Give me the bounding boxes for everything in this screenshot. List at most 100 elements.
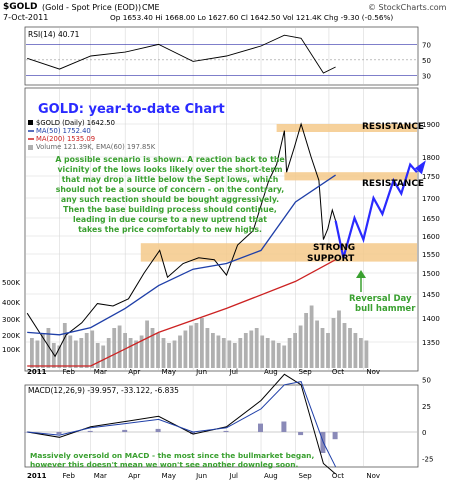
macd-tick-label: 0 <box>422 429 426 437</box>
macd-annotation-line: however this doesn't mean we won't see a… <box>30 460 298 469</box>
volume-bar <box>211 333 215 368</box>
month-label: Aug <box>264 368 278 376</box>
volume-bar <box>183 330 188 368</box>
chart-name: (Gold - Spot Price (EOD)) <box>42 3 142 12</box>
volume-bar <box>145 320 149 368</box>
month-label: Oct <box>332 368 344 376</box>
volume-bar <box>359 338 363 368</box>
price-tick-label: 1350 <box>422 339 440 347</box>
volume-tick-label: 300K <box>2 316 20 324</box>
volume-bar <box>150 328 155 368</box>
price-tick-label: 1700 <box>422 195 440 203</box>
chart-title: GOLD: year-to-date Chart <box>38 102 225 117</box>
ma50-line <box>27 174 336 336</box>
price-series <box>26 122 426 367</box>
volume-bar <box>342 323 347 368</box>
macd-histogram-bar <box>332 432 338 440</box>
volume-bar <box>41 333 45 368</box>
watermark: © StockCharts.com <box>368 3 447 12</box>
volume-bar <box>315 320 319 368</box>
macd-histogram-bar <box>190 432 196 435</box>
volume-tick-label: 200K <box>2 332 20 340</box>
volume-bar <box>106 338 111 368</box>
macd-histogram-bar <box>258 423 263 432</box>
volume-bar <box>57 345 62 368</box>
month-label: Apr <box>128 472 140 480</box>
volume-bar <box>73 340 78 368</box>
legend-volume: Volume 121.39K, EMA(60) 197.85K <box>36 143 156 151</box>
volume-bar <box>353 333 358 368</box>
volume-bar <box>227 340 232 368</box>
price-tick-label: 1450 <box>422 291 440 299</box>
volume-bar <box>178 335 182 368</box>
volume-bar <box>123 333 127 368</box>
volume-bar <box>62 323 67 368</box>
month-label: May <box>162 472 176 480</box>
volume-bar <box>238 338 243 368</box>
volume-bar <box>254 328 259 368</box>
macd-tick-label: 50 <box>422 377 431 385</box>
year-label: 2011 <box>27 368 47 376</box>
month-label: Jul <box>229 472 239 480</box>
axis-labels: 70 50 30 1900 1800 1750 1700 1650 1600 1550 1500 14… <box>2 41 440 480</box>
macd-histogram-bar <box>223 430 229 432</box>
volume-bar <box>161 338 166 368</box>
annotation-line: that may drop a little below the Sept lo… <box>62 175 279 184</box>
volume-bar <box>337 310 341 368</box>
volume-bar <box>35 340 40 368</box>
month-label: Jun <box>195 368 207 376</box>
arrow-up-icon <box>356 270 366 278</box>
legend-ma200: MA(200) 1535.09 <box>36 135 95 143</box>
macd-histogram-bar <box>122 429 128 432</box>
month-label: May <box>162 368 176 376</box>
volume-bar <box>309 305 314 368</box>
month-label: Oct <box>332 472 344 480</box>
volume-bar <box>216 335 221 368</box>
volume-bar <box>194 323 199 368</box>
month-label: Mar <box>94 472 107 480</box>
annotation-line: vicinity of the lows looks likely over t… <box>57 165 282 174</box>
volume-bar <box>200 318 204 368</box>
rsi-tick-label: 70 <box>422 41 431 49</box>
volume-bar <box>95 343 100 368</box>
projection-arrow-icon <box>414 160 426 175</box>
month-label: Mar <box>94 368 107 376</box>
price-tick-label: 1900 <box>422 121 440 129</box>
volume-tick-label: 100K <box>2 346 20 354</box>
resistance-label-lower: RESISTANCE <box>362 179 424 189</box>
month-label: Jun <box>195 472 207 480</box>
volume-bar <box>326 333 330 368</box>
volume-bar <box>134 340 138 368</box>
legend-swatch-price <box>28 120 33 125</box>
macd-annotation-line: Massively oversold on MACD - the most si… <box>30 451 314 460</box>
volume-tick-label: 500K <box>2 279 20 287</box>
volume-bar <box>90 330 95 368</box>
annotation-line: leading in due course to a new uptrend t… <box>73 215 267 224</box>
ma200-line <box>27 259 336 367</box>
legend-swatch-volume <box>28 145 33 150</box>
annotation-line: Then the base building process should co… <box>63 205 277 214</box>
price-tick-label: 1600 <box>422 233 440 241</box>
volume-bar <box>265 338 270 368</box>
volume-bar <box>117 325 122 368</box>
volume-bar <box>30 338 34 368</box>
rsi-label: RSI(14) 40.71 <box>28 30 80 39</box>
macd-histogram-bar <box>56 432 62 435</box>
rsi-panel <box>24 26 419 86</box>
rsi-tick-label: 50 <box>422 57 431 65</box>
volume-bar <box>79 338 84 368</box>
grid-lines <box>26 28 417 466</box>
resistance-label-upper: RESISTANCE <box>362 122 424 132</box>
month-label: Aug <box>264 472 278 480</box>
ohlc-values: Op 1653.40 Hi 1668.00 Lo 1627.60 Cl 1642… <box>110 13 394 22</box>
volume-bar <box>348 328 352 368</box>
chart-symbol: $GOLD <box>3 2 38 12</box>
month-label: Nov <box>366 472 380 480</box>
month-label: Sep <box>299 368 313 376</box>
volume-bar <box>46 328 51 368</box>
price-tick-label: 1400 <box>422 315 440 323</box>
volume-bar <box>167 343 171 368</box>
macd-series <box>24 373 417 475</box>
support-label-1: STRONG <box>313 243 355 253</box>
